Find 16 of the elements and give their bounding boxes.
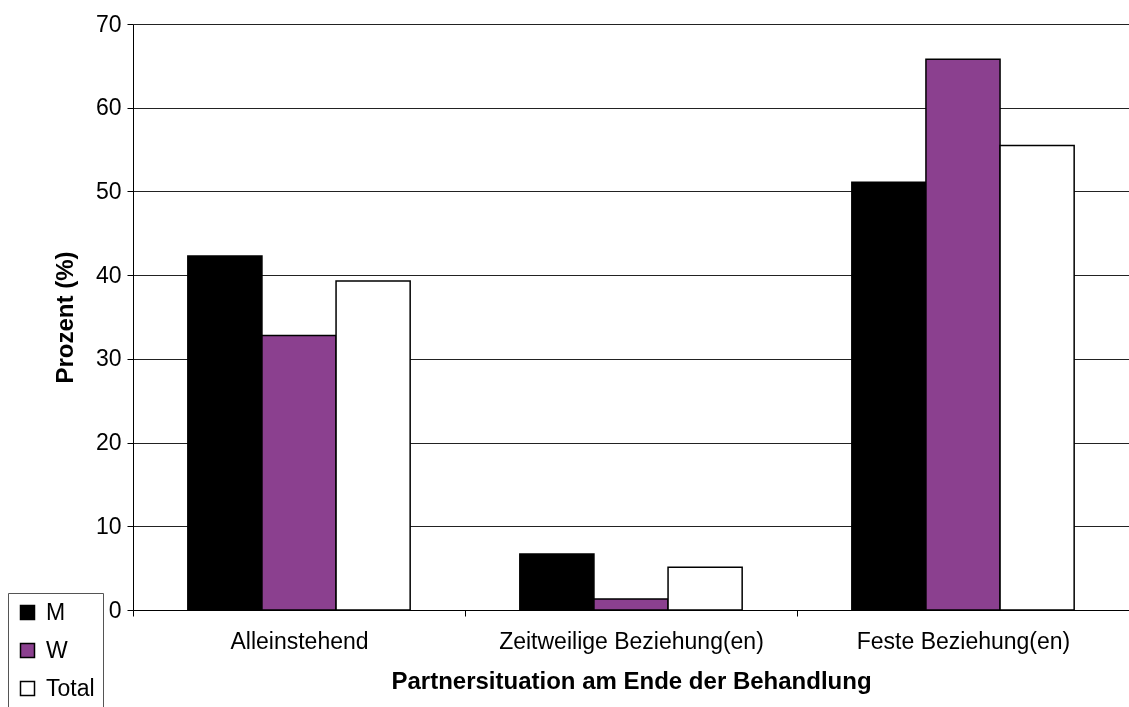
y-tick-label: 70 bbox=[95, 10, 122, 37]
legend-label: W bbox=[46, 636, 68, 663]
x-tick-label: Alleinstehend bbox=[230, 627, 369, 654]
y-tick-label: 40 bbox=[95, 261, 122, 288]
y-tick-label: 60 bbox=[95, 94, 122, 121]
y-tick-label: 20 bbox=[95, 429, 122, 456]
x-axis-title: Partnersituation am Ende der Behandlung bbox=[391, 666, 872, 694]
y-tick-label: 30 bbox=[95, 345, 122, 372]
y-tick-label: 0 bbox=[108, 596, 122, 623]
y-axis-title: Prozent (%) bbox=[50, 251, 78, 384]
legend-label: Total bbox=[46, 674, 95, 701]
legend-label: M bbox=[46, 598, 66, 625]
x-tick-label: Zeitweilige Beziehung(en) bbox=[499, 627, 764, 654]
y-tick-label: 50 bbox=[95, 177, 122, 204]
y-tick-label: 10 bbox=[95, 512, 122, 539]
x-tick-label: Feste Beziehung(en) bbox=[856, 627, 1071, 654]
